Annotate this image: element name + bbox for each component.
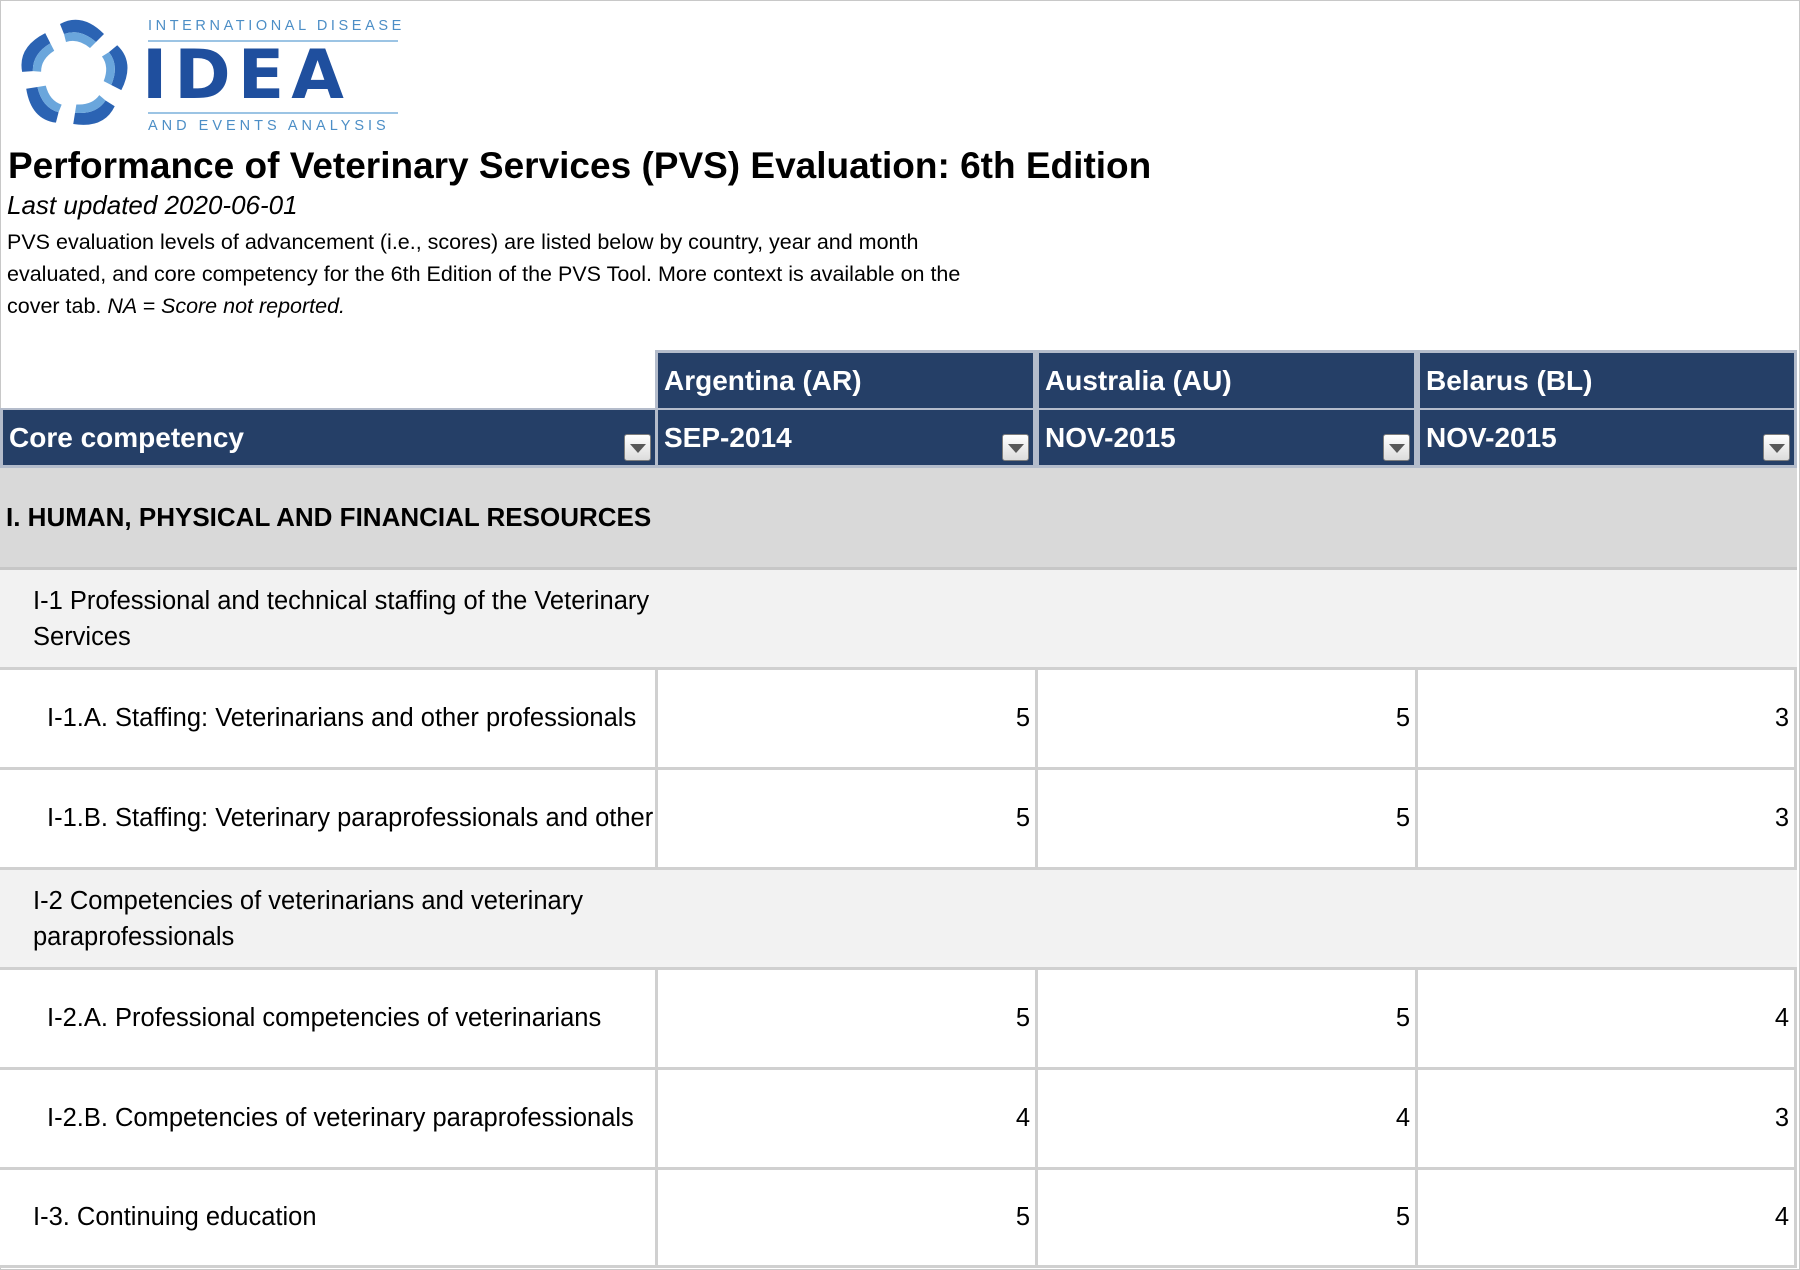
score-cell[interactable]: 4 <box>1038 1070 1418 1170</box>
header-date: NOV-2015 <box>1426 421 1557 453</box>
score-cell[interactable]: 4 <box>1418 1170 1797 1268</box>
subsection-row: I-2 Competencies of veterinarians and ve… <box>0 870 1797 970</box>
score-cell[interactable]: 3 <box>1418 770 1797 870</box>
score-cell[interactable]: 3 <box>1418 670 1797 770</box>
score-cell[interactable]: 5 <box>1038 1170 1418 1268</box>
page-title: Performance of Veterinary Services (PVS)… <box>8 145 1152 186</box>
score-cell[interactable]: 5 <box>658 670 1038 770</box>
country-name: Belarus (BL) <box>1426 364 1593 396</box>
score-cell[interactable]: 4 <box>658 1070 1038 1170</box>
description: PVS evaluation levels of advancement (i.… <box>7 226 1007 322</box>
date-header-belarus: NOV-2015 <box>1417 408 1797 468</box>
score-cell[interactable]: 5 <box>1038 770 1418 870</box>
score-cell[interactable]: 5 <box>1038 670 1418 770</box>
last-updated: Last updated 2020-06-01 <box>7 190 298 220</box>
country-name: Australia (AU) <box>1045 364 1232 396</box>
description-text: PVS evaluation levels of advancement (i.… <box>7 230 961 318</box>
subsection-label: I-2 Competencies of veterinarians and ve… <box>33 886 583 951</box>
country-header-belarus: Belarus (BL) <box>1417 350 1797 410</box>
header-date: SEP-2014 <box>664 421 792 453</box>
country-name: Argentina (AR) <box>664 364 862 396</box>
competency-label: I-3. Continuing education <box>0 1170 658 1268</box>
country-header-australia: Australia (AU) <box>1036 350 1417 410</box>
chevron-down-icon <box>1007 444 1024 453</box>
subsection-row: I-1 Professional and technical staffing … <box>0 570 1797 670</box>
filter-dropdown-button[interactable] <box>624 434 651 461</box>
date-header-argentina: SEP-2014 <box>655 408 1036 468</box>
chevron-down-icon <box>1388 444 1405 453</box>
score-cell[interactable]: 5 <box>658 1170 1038 1268</box>
section-header: I. HUMAN, PHYSICAL AND FINANCIAL RESOURC… <box>0 468 1797 570</box>
date-header-australia: NOV-2015 <box>1036 408 1417 468</box>
filter-dropdown-button[interactable] <box>1763 434 1790 461</box>
filter-dropdown-button[interactable] <box>1002 434 1029 461</box>
score-cell[interactable]: 5 <box>1038 970 1418 1070</box>
header-label: Core competency <box>9 421 244 453</box>
competency-label: I-1.B. Staffing: Veterinary paraprofessi… <box>0 770 658 870</box>
competency-label: I-1.A. Staffing: Veterinarians and other… <box>0 670 658 770</box>
na-note: NA = Score not reported. <box>107 294 346 318</box>
score-cell[interactable]: 5 <box>658 970 1038 1070</box>
subsection-label: I-1 Professional and technical staffing … <box>33 586 650 651</box>
header-date: NOV-2015 <box>1045 421 1176 453</box>
logo-wordmark: IDEA <box>142 36 351 115</box>
competency-label: I-2.B. Competencies of veterinary parapr… <box>0 1070 658 1170</box>
chevron-down-icon <box>629 444 646 453</box>
logo-bottom-text: AND EVENTS ANALYSIS <box>148 112 398 134</box>
competency-label: I-2.A. Professional competencies of vete… <box>0 970 658 1070</box>
score-cell[interactable]: 3 <box>1418 1070 1797 1170</box>
idea-logo: INTERNATIONAL DISEASE IDEA AND EVENTS AN… <box>14 14 401 134</box>
filter-dropdown-button[interactable] <box>1383 434 1410 461</box>
score-cell[interactable]: 4 <box>1418 970 1797 1070</box>
core-competency-header: Core competency <box>0 408 658 468</box>
chevron-down-icon <box>1768 444 1785 453</box>
country-header-argentina: Argentina (AR) <box>655 350 1036 410</box>
score-cell[interactable]: 5 <box>658 770 1038 870</box>
idea-logo-star-icon <box>18 19 130 130</box>
logo-top-text: INTERNATIONAL DISEASE <box>148 18 401 42</box>
